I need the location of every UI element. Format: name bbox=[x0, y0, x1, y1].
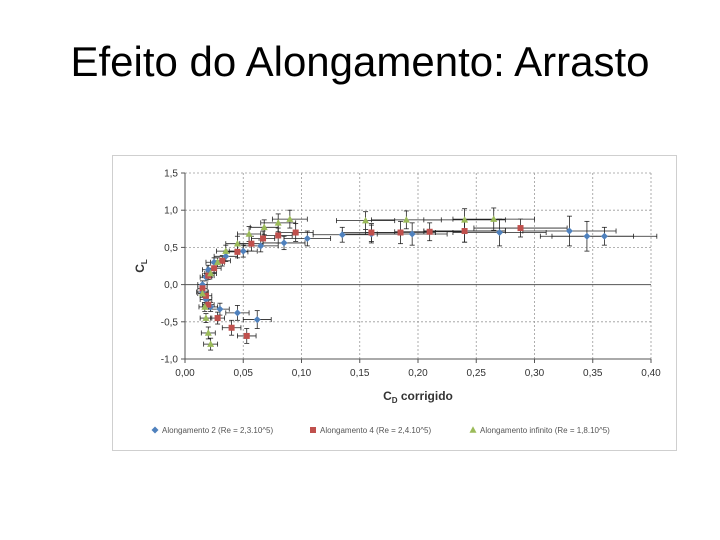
point-s1-p14 bbox=[368, 229, 375, 236]
legend-marker-1 bbox=[310, 427, 316, 433]
point-s0-p13 bbox=[280, 239, 288, 247]
point-s2-p15 bbox=[461, 216, 469, 223]
point-s1-p13 bbox=[292, 229, 299, 236]
point-s1-p2 bbox=[205, 301, 212, 308]
x-axis-title: CD corrigido bbox=[383, 389, 453, 405]
legend-marker-0 bbox=[151, 426, 159, 434]
point-s0-p14 bbox=[303, 234, 311, 242]
point-s2-p8 bbox=[233, 239, 241, 247]
point-s2-p6 bbox=[214, 258, 222, 266]
slide-title: Efeito do Alongamento: Arrasto bbox=[70, 38, 650, 85]
point-s2-p9 bbox=[245, 230, 253, 237]
point-s2-p11 bbox=[274, 219, 282, 226]
point-s1-p5 bbox=[243, 332, 250, 339]
y-axis-title: CL bbox=[133, 259, 149, 273]
x-tick-label-1: 0,05 bbox=[234, 368, 254, 379]
y-tick-label-5: 1,5 bbox=[164, 169, 178, 180]
point-s2-p7 bbox=[222, 247, 230, 254]
legend-label-2: Alongamento infinito (Re = 1,8.10^5) bbox=[480, 426, 610, 435]
point-s2-p2 bbox=[202, 314, 210, 321]
point-s1-p17 bbox=[461, 228, 468, 235]
legend-label-1: Alongamento 4 (Re = 2,4.10^5) bbox=[320, 426, 431, 435]
point-s0-p21 bbox=[583, 232, 591, 240]
point-s2-p3 bbox=[204, 329, 212, 336]
point-s1-p15 bbox=[397, 229, 404, 236]
y-tick-label-3: 0,5 bbox=[164, 243, 178, 254]
point-s2-p1 bbox=[201, 303, 209, 310]
point-s0-p10 bbox=[222, 252, 230, 260]
x-tick-label-6: 0,30 bbox=[525, 368, 545, 379]
point-s0-p22 bbox=[600, 232, 608, 240]
point-s0-p12 bbox=[257, 242, 265, 250]
point-s1-p1 bbox=[202, 292, 209, 299]
point-s0-p15 bbox=[338, 231, 346, 239]
point-s2-p4 bbox=[207, 340, 215, 347]
legend-marker-2 bbox=[469, 426, 477, 433]
point-s0-p4 bbox=[233, 309, 241, 317]
point-s2-p14 bbox=[402, 216, 410, 223]
point-s2-p10 bbox=[260, 223, 268, 231]
point-s0-p5 bbox=[253, 316, 261, 324]
x-tick-label-8: 0,40 bbox=[641, 368, 661, 379]
point-s0-p20 bbox=[565, 227, 573, 235]
point-s1-p12 bbox=[275, 232, 282, 239]
x-tick-label-5: 0,25 bbox=[467, 368, 487, 379]
y-tick-label-4: 1,0 bbox=[164, 206, 178, 217]
legend-label-0: Alongamento 2 (Re = 2,3.10^5) bbox=[162, 426, 273, 435]
point-s1-p16 bbox=[426, 228, 433, 235]
point-s2-p12 bbox=[286, 215, 294, 222]
point-s1-p11 bbox=[260, 235, 267, 242]
x-tick-label-7: 0,35 bbox=[583, 368, 603, 379]
chart-frame: -1,0 -0,5 0,0 0,5 1,0 1,5 0,00 0,05 0,10 0,15 0,20… bbox=[112, 155, 677, 451]
point-s1-p4 bbox=[228, 324, 235, 331]
point-s0-p1 bbox=[202, 295, 210, 303]
x-tick-label-0: 0,00 bbox=[175, 368, 195, 379]
point-s2-p0 bbox=[198, 289, 206, 297]
x-tick-label-4: 0,20 bbox=[408, 368, 428, 379]
point-s0-p3 bbox=[216, 305, 224, 313]
point-s2-p5 bbox=[207, 269, 215, 277]
point-s1-p3 bbox=[214, 315, 221, 322]
point-s0-p17 bbox=[408, 230, 416, 238]
point-s1-p0 bbox=[199, 285, 206, 292]
y-tick-label-2: 0,0 bbox=[164, 280, 178, 291]
point-s1-p9 bbox=[234, 248, 241, 255]
x-tick-label-2: 0,10 bbox=[292, 368, 312, 379]
point-s1-p10 bbox=[248, 240, 255, 247]
point-s1-p8 bbox=[219, 257, 226, 264]
point-s2-p16 bbox=[490, 215, 498, 222]
point-s1-p18 bbox=[517, 225, 524, 232]
y-tick-label-0: -1,0 bbox=[161, 355, 179, 366]
scatter-chart: -1,0 -0,5 0,0 0,5 1,0 1,5 0,00 0,05 0,10 0,15 0,20… bbox=[133, 169, 661, 436]
point-s1-p7 bbox=[211, 265, 218, 272]
point-s0-p11 bbox=[239, 247, 247, 255]
point-s2-p13 bbox=[362, 216, 370, 224]
point-s0-p19 bbox=[496, 229, 504, 237]
x-tick-label-3: 0,15 bbox=[350, 368, 370, 379]
y-tick-label-1: -0,5 bbox=[161, 317, 179, 328]
